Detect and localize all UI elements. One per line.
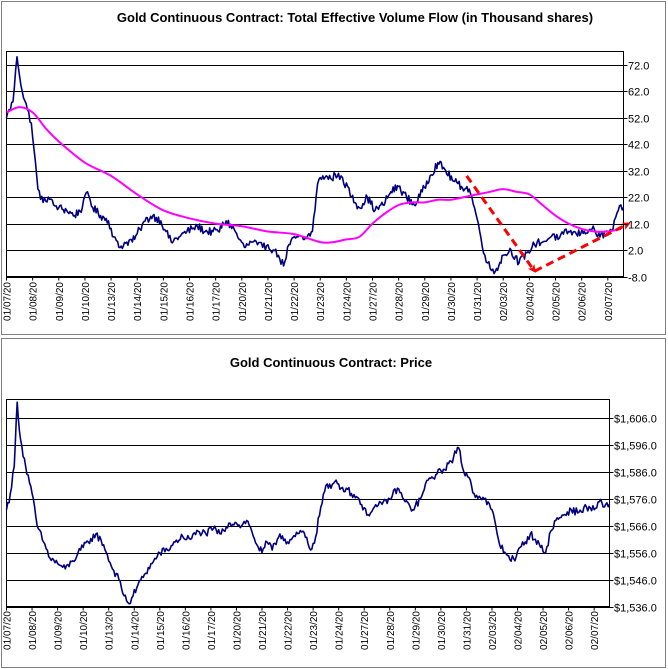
y-tick-label: 42.0 — [628, 140, 649, 152]
x-tick-label: 01/27/20 — [360, 611, 371, 650]
x-tick-label: 01/08/20 — [28, 611, 39, 650]
volume-flow-plot-area — [6, 51, 624, 277]
x-tick-label: 01/14/20 — [133, 282, 144, 321]
volume-flow-series — [5, 56, 625, 275]
x-tick-label: 02/07/20 — [604, 282, 615, 321]
x-tick-label: 01/14/20 — [130, 611, 141, 650]
x-tick-label: 02/06/20 — [565, 611, 576, 650]
y-tick-label: $1,586.0 — [614, 468, 657, 480]
y-tick-label: $1,556.0 — [614, 549, 657, 561]
y-tick-label: 12.0 — [628, 220, 649, 232]
moving-average-line — [6, 106, 622, 244]
x-tick-label: 02/05/20 — [552, 282, 563, 321]
x-tick-label: 02/07/20 — [590, 611, 601, 650]
x-tick-label: 02/04/20 — [514, 611, 525, 650]
x-tick-label: 02/05/20 — [539, 611, 550, 650]
x-tick-label: 01/22/20 — [284, 611, 295, 650]
y-tick-label: 52.0 — [628, 114, 649, 126]
x-tick-label: 01/23/20 — [316, 282, 327, 321]
x-tick-label: 01/29/20 — [411, 611, 422, 650]
price-series — [5, 401, 611, 605]
x-tick-label: 02/03/20 — [499, 282, 510, 321]
price-y-axis: $1,536.0 $1,546.0 $1,556.0 $1,566.0 $1,576.0… — [609, 414, 657, 615]
y-tick-label: 22.0 — [628, 193, 649, 205]
y-tick-label: $1,596.0 — [614, 441, 657, 453]
y-tick-label: $1,536.0 — [614, 603, 657, 615]
x-tick-label: 01/28/20 — [395, 282, 406, 321]
volume-flow-x-axis: 01/07/20 01/08/20 01/09/20 01/10/20 01/13/20… — [3, 276, 615, 321]
x-tick-label: 01/28/20 — [386, 611, 397, 650]
y-tick-label: $1,576.0 — [614, 495, 657, 507]
y-tick-label: -8.0 — [628, 273, 647, 285]
trend-arrow — [465, 175, 536, 273]
x-tick-label: 01/30/20 — [447, 282, 458, 321]
x-tick-label: 01/10/20 — [81, 282, 92, 321]
price-plot-area — [6, 399, 610, 607]
price-x-axis: 01/07/20 01/08/20 01/09/20 01/10/20 01/13/20… — [3, 606, 601, 650]
x-tick-label: 01/07/20 — [3, 611, 14, 650]
x-tick-label: 01/20/20 — [232, 611, 243, 650]
x-tick-label: 01/09/20 — [55, 282, 66, 321]
volume-flow-y-axis: -8.0 2.0 12.0 22.0 32.0 42.0 52.0 62.0 72.0 — [623, 61, 649, 285]
x-tick-label: 01/15/20 — [159, 282, 170, 321]
x-tick-label: 01/16/20 — [186, 282, 197, 321]
y-tick-label: 2.0 — [628, 246, 643, 258]
x-tick-label: 01/29/20 — [421, 282, 432, 321]
x-tick-label: 01/10/20 — [79, 611, 90, 650]
trend-arrow — [533, 222, 631, 273]
x-tick-label: 01/13/20 — [105, 611, 116, 650]
y-tick-label: 72.0 — [628, 61, 649, 73]
x-tick-label: 01/16/20 — [181, 611, 192, 650]
price-gridlines — [6, 418, 610, 608]
x-tick-label: 01/30/20 — [437, 611, 448, 650]
x-tick-label: 01/31/20 — [462, 611, 473, 650]
y-tick-label: 62.0 — [628, 87, 649, 99]
x-tick-label: 01/07/20 — [3, 282, 14, 321]
x-tick-label: 01/27/20 — [369, 282, 380, 321]
x-tick-label: 01/31/20 — [473, 282, 484, 321]
x-tick-label: 01/24/20 — [342, 282, 353, 321]
x-tick-label: 01/17/20 — [212, 282, 223, 321]
y-tick-label: $1,606.0 — [614, 414, 657, 426]
x-tick-label: 01/20/20 — [238, 282, 249, 321]
x-tick-label: 01/08/20 — [29, 282, 40, 321]
series-line — [5, 401, 611, 605]
x-tick-label: 02/03/20 — [488, 611, 499, 650]
volume-flow-chart-title: Gold Continuous Contract: Total Effectiv… — [117, 10, 593, 25]
x-tick-label: 01/23/20 — [309, 611, 320, 650]
volume-flow-gridlines — [6, 65, 624, 278]
x-tick-label: 01/17/20 — [207, 611, 218, 650]
x-tick-label: 01/13/20 — [107, 282, 118, 321]
volume-flow-trend-arrows — [465, 175, 631, 273]
x-tick-label: 01/22/20 — [290, 282, 301, 321]
x-tick-label: 01/21/20 — [258, 611, 269, 650]
x-tick-label: 01/09/20 — [54, 611, 65, 650]
x-tick-label: 01/21/20 — [264, 282, 275, 321]
y-tick-label: $1,546.0 — [614, 576, 657, 588]
y-tick-label: $1,566.0 — [614, 522, 657, 534]
series-line — [5, 56, 625, 275]
x-tick-label: 01/15/20 — [156, 611, 167, 650]
x-tick-label: 02/04/20 — [525, 282, 536, 321]
y-tick-label: 32.0 — [628, 167, 649, 179]
x-tick-label: 01/24/20 — [335, 611, 346, 650]
price-chart-title: Gold Continuous Contract: Price — [230, 355, 432, 370]
x-tick-label: 02/06/20 — [578, 282, 589, 321]
